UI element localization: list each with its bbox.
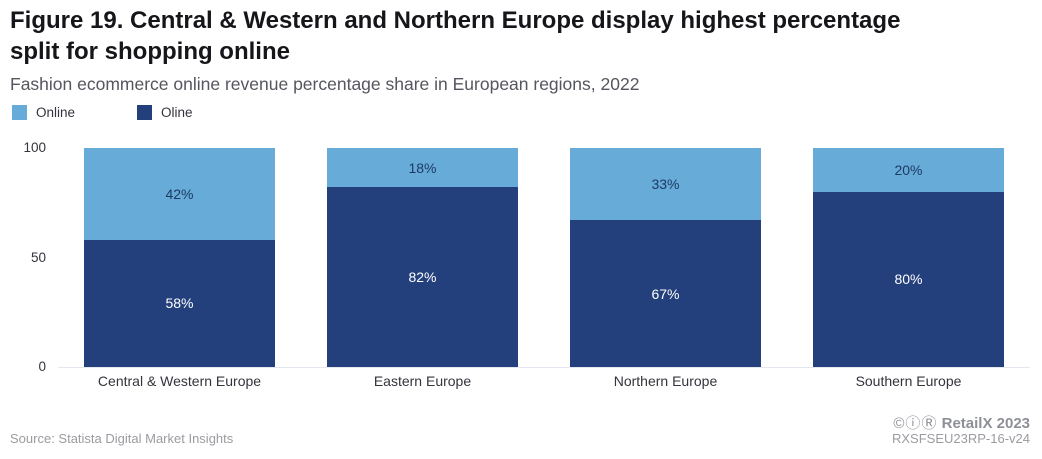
category-label: Central & Western Europe: [97, 373, 262, 389]
bar-column: 20% 80%: [787, 148, 1030, 367]
category-label: Southern Europe: [855, 373, 962, 389]
y-tick-label: 50: [30, 249, 46, 265]
segment-value-label: 80%: [894, 271, 923, 288]
legend: Online Oline: [12, 105, 193, 120]
cc-license-icons: ©ⓘⓇ: [893, 415, 938, 432]
bar-segment-online: 18%: [326, 148, 519, 188]
stacked-bar-plot: 42% 58% 18% 82% 33% 67% 20% 80%: [58, 148, 1030, 368]
stacked-bar: 18% 82%: [326, 148, 519, 367]
category-label: Northern Europe: [613, 373, 718, 389]
bar-segment-online: 33%: [569, 148, 762, 221]
x-axis-category-labels: Central & Western Europe Eastern Europe No…: [58, 373, 1030, 389]
stacked-bar: 20% 80%: [812, 148, 1005, 367]
segment-value-label: 67%: [651, 285, 680, 302]
stacked-bar: 33% 67%: [569, 148, 762, 367]
segment-value-label: 58%: [165, 295, 194, 312]
segment-value-label: 42%: [165, 185, 194, 202]
y-tick-label: 100: [23, 140, 46, 155]
bar-segment-oline: 58%: [83, 239, 276, 367]
segment-value-label: 82%: [408, 269, 437, 286]
source-note: Source: Statista Digital Market Insights: [10, 431, 234, 446]
figure-title: Figure 19. Central & Western and Norther…: [10, 7, 901, 65]
bar-column: 42% 58%: [58, 148, 301, 367]
attribution-text: RetailX 2023: [941, 415, 1030, 432]
y-tick-label: 0: [38, 359, 46, 374]
bar-column: 33% 67%: [544, 148, 787, 367]
segment-value-label: 33%: [651, 176, 680, 193]
figure-subtitle: Fashion ecommerce online revenue percent…: [10, 74, 640, 94]
bar-segment-online: 20%: [812, 148, 1005, 192]
category-label: Eastern Europe: [373, 373, 472, 389]
report-code: RXSFSEU23RP-16-v24: [892, 431, 1030, 446]
legend-swatch: [137, 105, 153, 120]
legend-label: Oline: [161, 105, 193, 120]
bar-segment-oline: 80%: [812, 191, 1005, 367]
legend-label: Online: [36, 105, 76, 120]
bar-segment-oline: 82%: [326, 187, 519, 367]
attribution: ©ⓘⓇ RetailX 2023: [893, 412, 1030, 433]
segment-value-label: 20%: [894, 161, 923, 178]
stacked-bar: 42% 58%: [83, 148, 276, 367]
legend-swatch: [12, 105, 27, 120]
bar-column: 18% 82%: [301, 148, 544, 367]
bar-segment-online: 42%: [83, 148, 276, 240]
legend-item-online: Online: [12, 105, 75, 120]
segment-value-label: 18%: [408, 159, 437, 176]
bar-segment-oline: 67%: [569, 220, 762, 367]
legend-item-oline: Oline: [137, 105, 193, 120]
